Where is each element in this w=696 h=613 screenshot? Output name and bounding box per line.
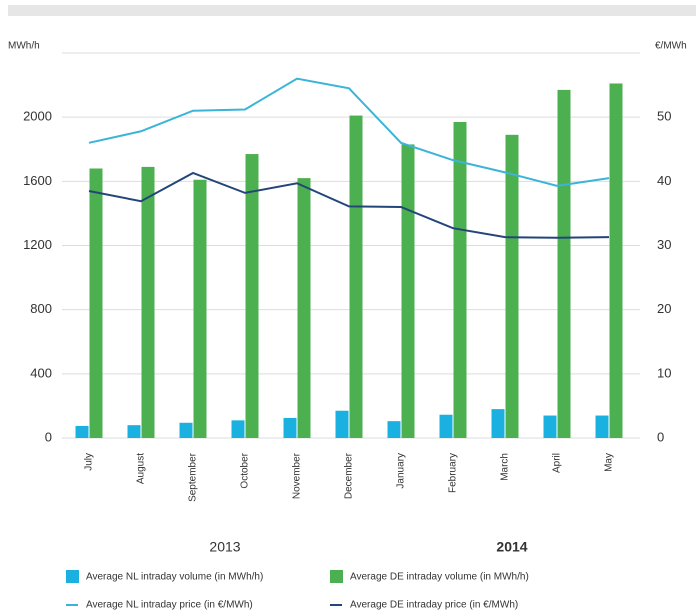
bar [75, 425, 89, 438]
bar [453, 121, 467, 439]
x-tick-label: January [396, 453, 407, 489]
x-tick-label: July [84, 453, 95, 471]
legend-label: Average NL intraday volume (in MWh/h) [86, 572, 263, 583]
y2-tick-label: 50 [657, 109, 671, 124]
bar [349, 115, 363, 438]
bar [297, 178, 311, 438]
x-tick-label: September [188, 452, 199, 502]
x-tick-label: November [292, 452, 303, 499]
bar [439, 414, 453, 438]
x-tick-label: December [344, 452, 355, 499]
x-tick-label: April [552, 453, 563, 473]
bar [245, 154, 259, 438]
bar [141, 166, 155, 439]
bar [193, 179, 207, 438]
y-tick-label: 800 [30, 301, 52, 316]
bar [595, 415, 609, 438]
x-tick-label: March [500, 453, 511, 481]
bar [89, 168, 103, 438]
bar [491, 409, 505, 438]
y-axis-label: MWh/h [8, 41, 40, 52]
line [88, 171, 610, 239]
legend-swatch [330, 570, 343, 583]
y2-tick-label: 30 [657, 237, 671, 252]
bar [127, 425, 141, 438]
y2-tick-label: 0 [657, 429, 664, 444]
y2-axis-label: €/MWh [655, 41, 687, 52]
y-tick-label: 0 [45, 429, 52, 444]
bar [335, 410, 349, 438]
bar [231, 420, 245, 438]
legend-label: Average DE intraday price (in €/MWh) [350, 600, 518, 611]
y-tick-label: 2000 [23, 109, 52, 124]
legend-label: Average DE intraday volume (in MWh/h) [350, 572, 529, 583]
y2-tick-label: 40 [657, 173, 671, 188]
bar [505, 134, 519, 438]
x-tick-label: February [448, 453, 459, 493]
bar [609, 83, 623, 439]
bar [179, 422, 193, 438]
line [88, 77, 610, 187]
y-tick-label: 1200 [23, 237, 52, 252]
bar [401, 144, 415, 438]
legend-swatch [66, 570, 79, 583]
top-bar [8, 5, 696, 16]
y2-tick-label: 20 [657, 301, 671, 316]
bar [387, 421, 401, 438]
y-tick-label: 400 [30, 365, 52, 380]
x-tick-label: May [604, 453, 615, 472]
x-tick-label: October [240, 452, 251, 488]
legend-label: Average NL intraday price (in €/MWh) [86, 600, 253, 611]
bar [557, 89, 571, 438]
bar [543, 415, 557, 438]
year-label: 2013 [209, 539, 240, 555]
x-tick-label: August [136, 453, 147, 484]
y2-tick-label: 10 [657, 365, 671, 380]
year-label: 2014 [496, 539, 527, 555]
bar [283, 417, 297, 438]
y-tick-label: 1600 [23, 173, 52, 188]
